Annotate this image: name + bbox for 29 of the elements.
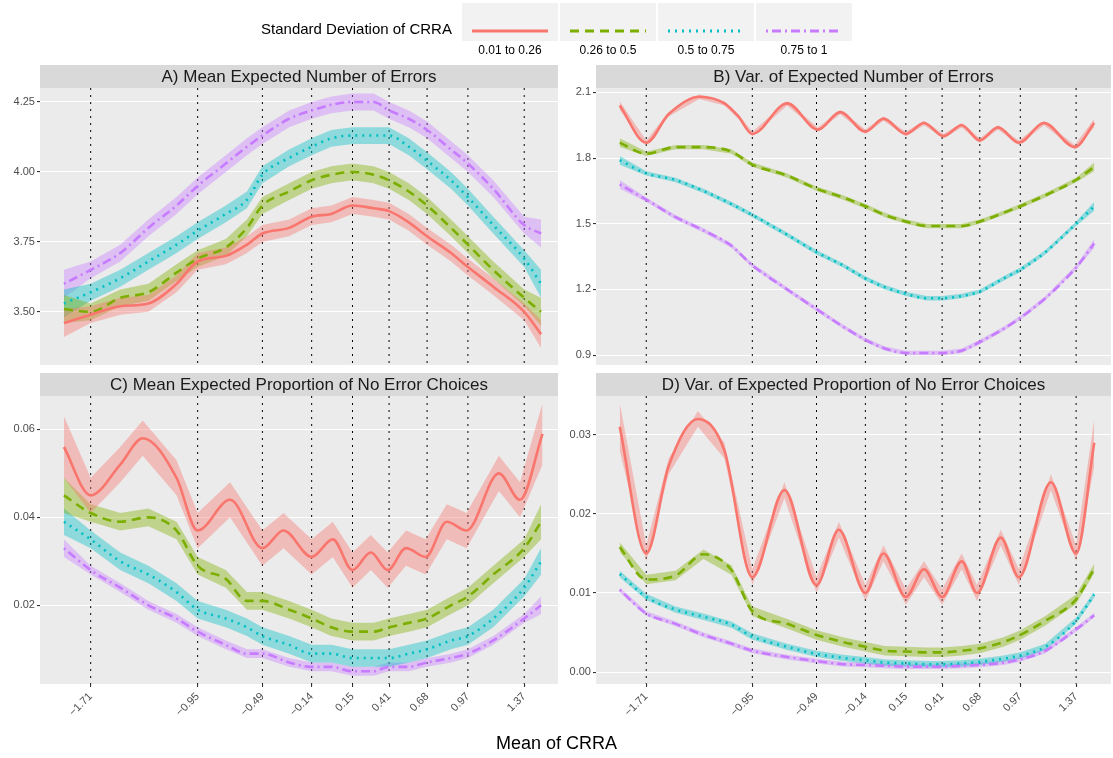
chart-title: C) Mean Expected Proportion of No Error Choices (110, 374, 488, 394)
y-tick-label: 1.5 (575, 216, 591, 229)
x-tick-label: 0.68 (959, 689, 984, 714)
y-tick-label: 0.9 (575, 348, 591, 361)
y-tick-label: 1.2 (575, 282, 591, 295)
x-tick-label: 0.41 (922, 689, 946, 714)
y-tick-label: 0.06 (13, 422, 35, 435)
chart-title: D) Var. of Expected Proportion of No Error Choices (661, 374, 1046, 394)
chart-title: B) Var. of Expected Number of Errors (713, 66, 994, 86)
y-tick-label: 4.25 (13, 95, 35, 108)
legend-label: 0.75 to 1 (780, 43, 828, 57)
x-tick-label: 0.41 (369, 689, 393, 714)
legend-label: 0.26 to 0.5 (579, 43, 637, 57)
x-axis-title: Mean of CRRA (494, 733, 618, 754)
y-tick-label: 2.1 (575, 85, 591, 98)
chart-title: A) Mean Expected Number of Errors (161, 66, 437, 86)
y-tick-label: 0.02 (569, 506, 591, 519)
legend-label: 0.01 to 0.26 (478, 43, 542, 57)
y-tick-label: 0.01 (569, 586, 591, 599)
y-tick-label: 3.50 (13, 304, 35, 317)
legend-label: 0.5 to 0.75 (677, 43, 735, 57)
y-tick-label: 0.04 (13, 510, 35, 523)
y-tick-label: 3.75 (13, 234, 35, 247)
y-tick-label: 0.03 (569, 427, 591, 440)
y-tick-label: 4.00 (13, 164, 35, 177)
y-tick-label: 0.00 (569, 665, 591, 678)
legend-title: Standard Deviation of CRRA (261, 20, 452, 37)
y-tick-label: 1.8 (575, 151, 591, 164)
y-tick-label: 0.02 (13, 598, 35, 611)
